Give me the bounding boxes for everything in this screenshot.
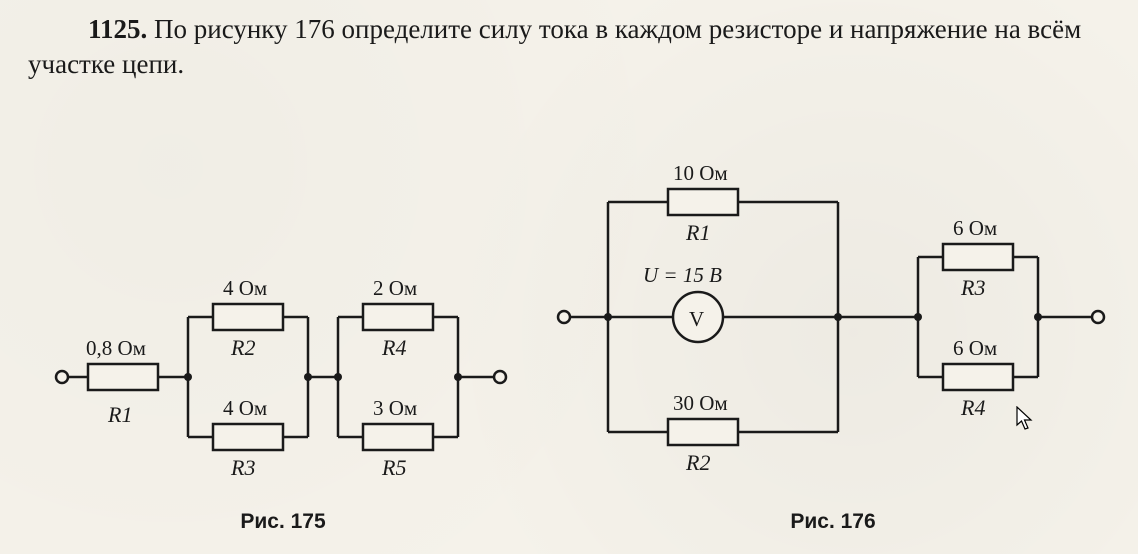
problem-text: 1125. По рисунку 176 определите силу ток… xyxy=(28,12,1110,82)
R3-176-value: 6 Ом xyxy=(953,216,997,240)
voltage-label: U = 15 В xyxy=(643,263,722,287)
R1-label: R1 xyxy=(107,402,132,427)
caption-176: Рис. 176 xyxy=(548,510,1118,534)
voltmeter-label: V xyxy=(689,307,704,331)
R2-value: 4 Ом xyxy=(223,276,267,300)
terminal-left xyxy=(56,371,68,383)
R1-176-label: R1 xyxy=(685,220,710,245)
caption-175: Рис. 175 xyxy=(48,510,518,534)
R3-value: 4 Ом xyxy=(223,396,267,420)
problem-body: По рисунку 176 определите силу тока в ка… xyxy=(28,14,1081,79)
R3-label: R3 xyxy=(230,455,255,480)
R5-label: R5 xyxy=(381,455,406,480)
circuit-176-svg: V U = 15 В 10 Ом R1 30 Ом R2 xyxy=(548,142,1118,487)
cursor-icon xyxy=(1016,406,1034,432)
R3-176-label: R3 xyxy=(960,275,985,300)
R2-label: R2 xyxy=(230,335,255,360)
page-content: 1125. По рисунку 176 определите силу ток… xyxy=(0,0,1138,546)
problem-number: 1125. xyxy=(88,14,147,44)
R4-176-label: R4 xyxy=(960,395,985,420)
figure-175: 0,8 Ом R1 4 Ом R2 4 Ом R3 xyxy=(48,207,518,534)
resistor-R1-176 xyxy=(668,189,738,215)
circuit-175-svg: 0,8 Ом R1 4 Ом R2 4 Ом R3 xyxy=(48,207,518,487)
R4-176-value: 6 Ом xyxy=(953,336,997,360)
resistor-R3 xyxy=(213,424,283,450)
terminal-left-176 xyxy=(558,311,570,323)
resistor-R5 xyxy=(363,424,433,450)
resistor-R4-176 xyxy=(943,364,1013,390)
R1-176-value: 10 Ом xyxy=(673,161,728,185)
R1-value: 0,8 Ом xyxy=(86,336,146,360)
resistor-R2-176 xyxy=(668,419,738,445)
diagrams-row: 0,8 Ом R1 4 Ом R2 4 Ом R3 xyxy=(28,142,1110,534)
resistor-R3-176 xyxy=(943,244,1013,270)
figure-176: V U = 15 В 10 Ом R1 30 Ом R2 xyxy=(548,142,1118,534)
R4-value: 2 Ом xyxy=(373,276,417,300)
R4-label: R4 xyxy=(381,335,406,360)
R5-value: 3 Ом xyxy=(373,396,417,420)
resistor-R4 xyxy=(363,304,433,330)
resistor-R1 xyxy=(88,364,158,390)
terminal-right xyxy=(494,371,506,383)
resistor-R2 xyxy=(213,304,283,330)
R2-176-value: 30 Ом xyxy=(673,391,728,415)
R2-176-label: R2 xyxy=(685,450,710,475)
terminal-right-176 xyxy=(1092,311,1104,323)
